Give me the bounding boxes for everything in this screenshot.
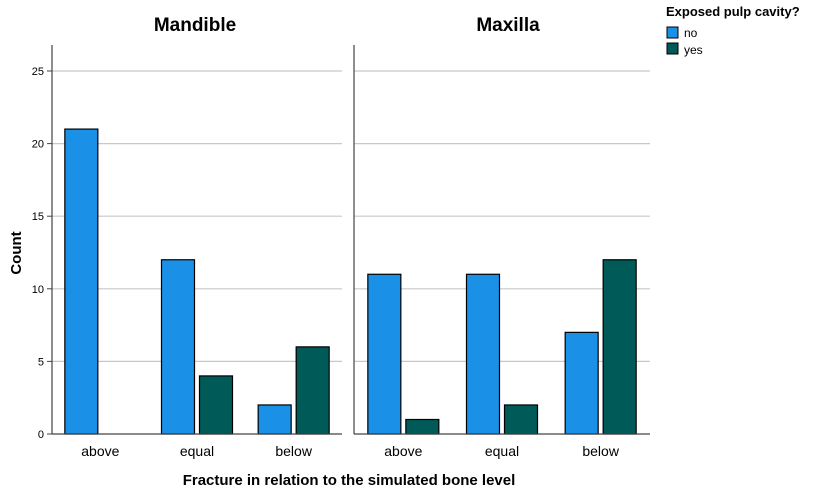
x-axis-label: Fracture in relation to the simulated bo…	[183, 472, 516, 489]
bar-mandible-below-no	[257, 404, 292, 435]
bar-maxilla-below-no	[564, 331, 599, 435]
y-tick-label-25: 25	[32, 66, 44, 78]
y-tick-label-0: 0	[38, 429, 44, 441]
legend: Exposed pulp cavity? no yes	[666, 4, 800, 57]
legend-label-yes: yes	[684, 43, 703, 57]
x-tick-label-maxilla-above: above	[384, 443, 422, 459]
panel-title-mandible: Mandible	[154, 15, 236, 36]
bar-mandible-equal-no	[160, 259, 196, 435]
bar-mandible-above-no	[64, 128, 99, 435]
bar-maxilla-above-no	[367, 273, 402, 435]
y-axis-label: Count	[8, 231, 25, 274]
bar-mandible-below-yes	[295, 346, 330, 435]
legend-swatch-yes	[666, 42, 679, 55]
x-tick-label-mandible-below: below	[275, 443, 312, 459]
y-tick-label-20: 20	[32, 139, 44, 151]
x-tick-label-maxilla-below: below	[582, 443, 619, 459]
x-tick-label-mandible-equal: equal	[180, 443, 214, 459]
legend-swatch-no	[666, 26, 679, 39]
legend-label-no: no	[684, 26, 698, 40]
axes: above equal below above equal below 0 5 10 15 20 25	[32, 45, 650, 459]
legend-title: Exposed pulp cavity?	[666, 4, 800, 19]
bar-maxilla-equal-no	[465, 273, 501, 435]
gridlines	[52, 70, 650, 362]
panel-title-maxilla: Maxilla	[476, 15, 540, 36]
x-tick-label-mandible-above: above	[81, 443, 119, 459]
y-tick-label-5: 5	[38, 356, 44, 368]
bar-maxilla-above-yes	[405, 418, 440, 435]
bar-mandible-equal-yes	[198, 375, 234, 435]
y-tick-label-15: 15	[32, 211, 44, 223]
bar-maxilla-equal-yes	[503, 404, 539, 435]
bars	[64, 128, 637, 435]
bar-maxilla-below-yes	[602, 259, 637, 435]
x-tick-label-maxilla-equal: equal	[485, 443, 519, 459]
y-tick-label-10: 10	[32, 284, 44, 296]
